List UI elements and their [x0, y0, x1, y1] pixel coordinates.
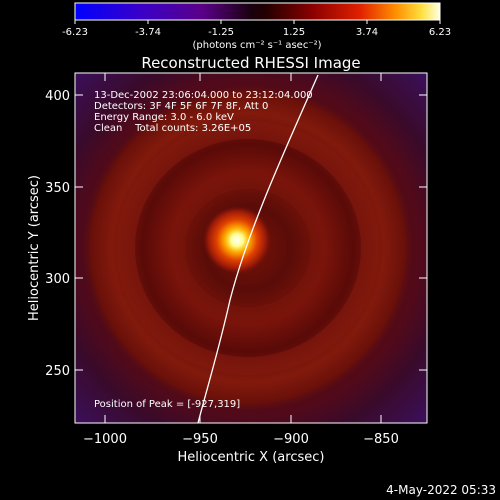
info-time-range: 13-Dec-2002 23:06:04.000 to 23:12:04.000	[94, 90, 313, 101]
y-axis-ticks	[75, 94, 427, 371]
info-energy-range: Energy Range: 3.0 - 6.0 keV	[94, 112, 234, 123]
y-tick-label: 300	[45, 272, 70, 287]
plot-frame	[74, 72, 428, 424]
colorbar-tick-label: -3.74	[135, 27, 161, 38]
x-axis-label: Heliocentric X (arcsec)	[178, 450, 325, 465]
flare-peak	[203, 206, 271, 274]
colorbar-unit-label: (photons cm⁻² s⁻¹ asec⁻²)	[192, 40, 321, 51]
info-detectors: Detectors: 3F 4F 5F 6F 7F 8F, Att 0	[94, 101, 268, 112]
image-title: Reconstructed RHESSI Image	[141, 54, 360, 72]
y-axis-label: Heliocentric Y (arcsec)	[27, 175, 42, 321]
x-axis-ticks	[104, 73, 382, 423]
colorbar-tick-label: 3.74	[356, 27, 378, 38]
x-tick-label: −900	[273, 432, 309, 447]
x-tick-label: −1000	[83, 432, 127, 447]
peak-position-label: Position of Peak = [-927,319]	[94, 399, 240, 410]
solar-limb-line	[197, 74, 319, 423]
timestamp: 4-May-2022 05:33	[386, 483, 496, 497]
colorbar-tick-label: -6.23	[62, 27, 88, 38]
x-tick-label: −850	[363, 432, 399, 447]
y-tick-label: 350	[45, 181, 70, 196]
colorbar-tick-label: -1.25	[208, 27, 234, 38]
colorbar-tick-label: 6.23	[429, 27, 451, 38]
colorbar-ticks	[74, 20, 441, 24]
y-tick-label: 250	[45, 364, 70, 379]
rhessi-image	[75, 73, 427, 423]
x-tick-label: −950	[182, 432, 218, 447]
info-method-counts: Clean Total counts: 3.26E+05	[94, 123, 251, 134]
colorbar	[74, 2, 441, 21]
colorbar-tick-label: 1.25	[283, 27, 305, 38]
y-tick-label: 400	[45, 89, 70, 104]
